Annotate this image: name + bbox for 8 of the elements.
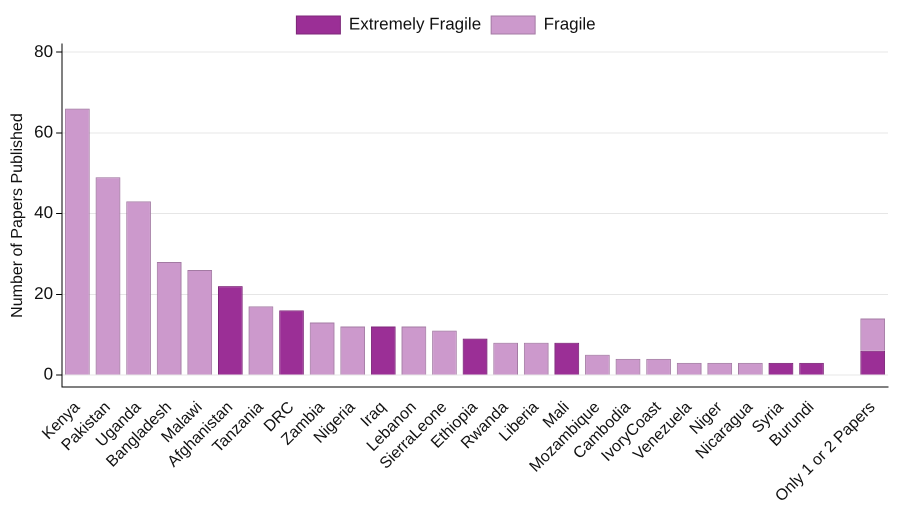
- legend-label: Fragile: [544, 14, 596, 34]
- y-axis-title: Number of Papers Published: [9, 113, 26, 318]
- y-tick-label: 0: [44, 364, 54, 384]
- y-tick-label: 60: [34, 122, 54, 142]
- y-tick-label: 20: [34, 284, 54, 303]
- legend-label: Extremely Fragile: [348, 14, 482, 34]
- y-tick-label: 40: [34, 203, 54, 222]
- y-tick-label: 80: [34, 42, 54, 61]
